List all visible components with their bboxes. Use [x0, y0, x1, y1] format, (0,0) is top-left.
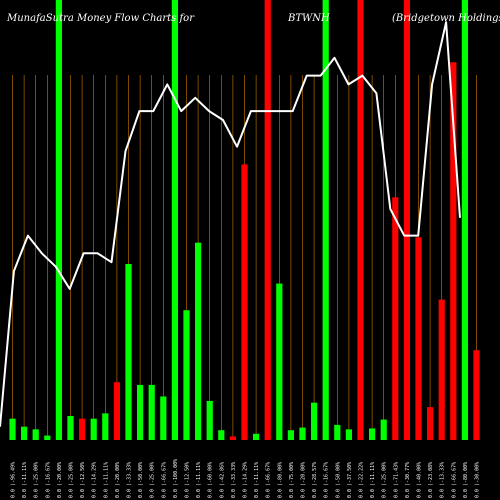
x-tick-label: 0.0 (-23.08%	[428, 462, 434, 498]
x-tick-label: 0.0 (-66.67%	[451, 462, 457, 498]
x-tick-label: 0.0 (-60.00%	[208, 462, 214, 498]
bar	[67, 416, 74, 440]
bar	[90, 418, 97, 440]
bar	[392, 197, 399, 440]
bar	[55, 0, 62, 440]
bar	[229, 436, 236, 440]
x-tick-label: 0.0 (-33.33%	[231, 462, 237, 498]
bar	[311, 402, 318, 440]
x-tick-label: 0.0 (-11.11%	[254, 462, 260, 498]
chart-title-right: (Bridgetown Holdings Limit	[392, 13, 500, 24]
x-tick-label: 0.0 (-96.49%	[11, 462, 17, 498]
x-tick-label: 0.0 (-33.33%	[127, 462, 133, 498]
x-tick-label: 0.0 (-66.67%	[266, 462, 272, 498]
bar	[427, 407, 434, 440]
x-tick-label: 0.0 (-20.00%	[115, 462, 121, 498]
bar	[183, 310, 190, 440]
x-tick-label: 0.0 (-11.11%	[370, 462, 376, 498]
bar	[450, 62, 457, 440]
bar	[287, 430, 294, 440]
bar	[357, 0, 364, 440]
bar	[461, 0, 468, 440]
x-tick-label: 0.0 (-25.00%	[34, 462, 40, 498]
bar	[334, 424, 341, 440]
x-tick-label: 0.0 (-50.00%	[138, 462, 144, 498]
bar	[276, 283, 283, 440]
x-tick-label: 0.0 (-25.00%	[150, 462, 156, 498]
bar	[369, 428, 376, 440]
bar-series	[9, 0, 480, 440]
bar	[473, 350, 480, 440]
chart-title-left: MunafaSutra Money Flow Charts for	[6, 13, 195, 24]
x-tick-label: 0.0 (-50.00%	[335, 462, 341, 498]
bar	[253, 433, 260, 440]
x-tick-label: 0.0 (-37.50%	[347, 462, 353, 498]
x-tick-label: 0.0 (-16.67%	[324, 462, 330, 498]
x-tick-label: 0.0 (-12.50%	[185, 462, 191, 498]
bar	[438, 299, 445, 440]
x-tick-label: 0.0 (-40.00%	[417, 462, 423, 498]
x-tick-label: 0.0 (-20.00%	[301, 462, 307, 498]
bar	[195, 242, 202, 440]
x-tick-label: 0.0 (-13.33%	[440, 462, 446, 498]
bar	[102, 413, 109, 440]
line-series	[0, 21, 461, 427]
bar	[32, 429, 39, 440]
x-tick-label: 0.0 (-100.00%	[173, 459, 179, 498]
x-tick-label: 0.0 (-14.29%	[243, 462, 249, 498]
x-tick-label: 0.0 (-12.50%	[80, 462, 86, 498]
x-tick-label: 0.0 (-71.43%	[393, 462, 399, 498]
bar	[241, 164, 248, 440]
x-tick-label: 0.0 (-80.00%	[463, 462, 469, 498]
bar	[9, 418, 16, 440]
x-tick-label: 0.0 (-20.00%	[57, 462, 63, 498]
x-tick-label: 0.0 (-30.00%	[475, 462, 481, 498]
x-tick-label: 0.0 (-66.67%	[161, 462, 167, 498]
x-tick-label: 0.0 (-42.86%	[219, 462, 225, 498]
x-tick-label: 0.0 (-16.67%	[45, 462, 51, 498]
x-tick-label: 0.0 (-22.22%	[359, 462, 365, 498]
money-flow-line	[0, 21, 461, 427]
bar	[403, 0, 410, 440]
x-tick-label: 0.0 (-25.00%	[382, 462, 388, 498]
bar	[44, 435, 51, 440]
x-tick-label: 0.0 (-14.29%	[92, 462, 98, 498]
bar	[206, 400, 213, 440]
bar	[160, 396, 167, 440]
bar	[322, 0, 329, 440]
bar	[125, 264, 132, 440]
bar	[113, 382, 120, 440]
bar	[415, 237, 422, 440]
bar	[299, 427, 306, 440]
bar	[21, 426, 28, 440]
x-tick-label: 0.0 (-11.11%	[196, 462, 202, 498]
bar	[171, 0, 178, 440]
bar	[79, 418, 86, 440]
x-tick-label: 0.0 (-75.00%	[289, 462, 295, 498]
bar	[380, 419, 387, 440]
bar	[345, 429, 352, 440]
bar	[218, 430, 225, 440]
x-tick-label: 0.0 (-80.00%	[277, 462, 283, 498]
chart-title-symbol: BTWNH	[287, 13, 330, 24]
bar	[137, 384, 144, 440]
x-tick-label: 0.0 (-28.57%	[312, 462, 318, 498]
bar	[264, 0, 271, 440]
x-tick-label: 0.0 (-25.00%	[69, 462, 75, 498]
x-tick-label: 0.0 (-11.11%	[22, 462, 28, 498]
bar	[148, 384, 155, 440]
x-axis-tick-labels: 0.0 (-96.49% 0.0 (-11.11% 0.0 (-25.00% 0.0 …	[11, 459, 481, 498]
x-tick-label: 0.0 (-11.11%	[103, 462, 109, 498]
x-tick-label: 0.0 (-30.77%	[405, 462, 411, 498]
